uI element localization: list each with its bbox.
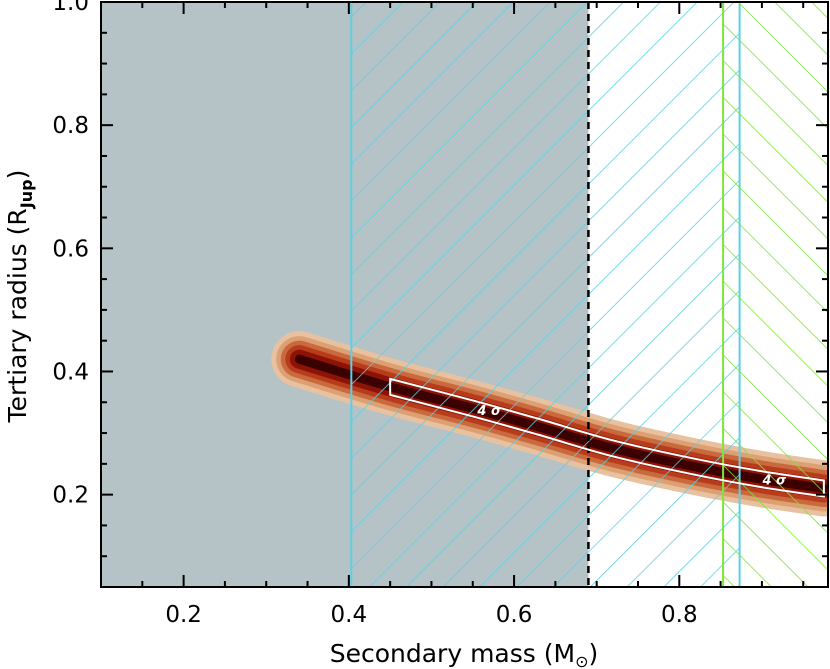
contour-labels: 4 σ 4 σ [476,404,787,489]
x-axis-title: Secondary mass (M⊙) [330,639,599,669]
y-tick-label: 1.0 [52,0,89,16]
contour-label: 4 σ [476,404,502,419]
green-hatched-region [723,2,828,587]
y-tick-label: 0.6 [52,236,89,262]
x-tick-label: 0.4 [331,602,368,628]
x-tick-label: 0.6 [496,602,533,628]
tick-labels: 0.2 0.4 0.6 0.8 0.2 0.4 0.6 0.8 1.0 [52,0,697,628]
y-tick-label: 0.2 [52,483,89,509]
y-axis-title: Tertiary radius (RJup) [3,170,36,424]
sigma-contour-line [389,377,825,498]
plot-frame [100,1,829,588]
y-tick-label: 0.4 [52,359,89,385]
y-tick-label: 0.8 [52,113,89,139]
x-tick-label: 0.2 [165,602,202,628]
axis-ticks [101,1,828,587]
contour-label: 4 σ [761,474,787,489]
cyan-hatched-region [351,2,740,587]
x-tick-label: 0.8 [661,602,698,628]
